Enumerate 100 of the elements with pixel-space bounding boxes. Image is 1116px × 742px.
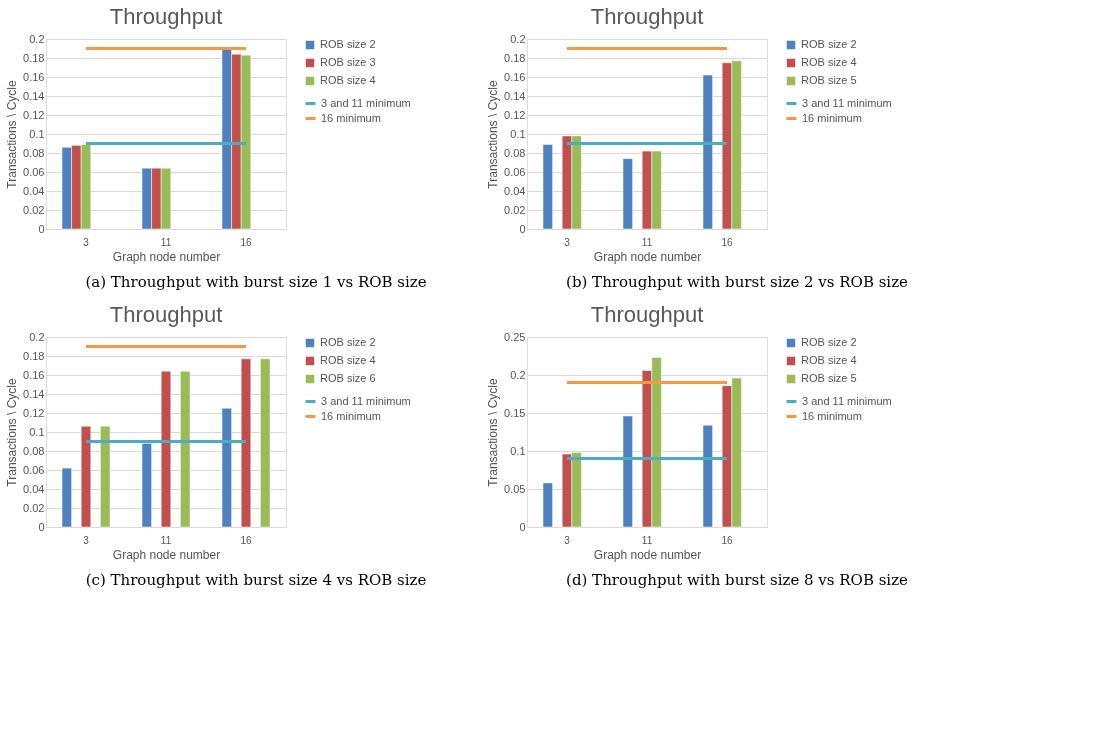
bar [702, 74, 713, 230]
legend-label: ROB size 2 [801, 38, 857, 50]
y-tick-label: 0.2 [29, 32, 45, 45]
y-tick-label: 0.04 [504, 184, 526, 197]
x-tick-label: 16 [721, 236, 733, 248]
x-axis-title: Graph node number [112, 249, 221, 264]
y-tick-label: 0.18 [23, 349, 45, 362]
y-tick-label: 0.14 [23, 387, 45, 400]
y-tick-label: 0.2 [510, 368, 526, 381]
y-tick-label: 0.16 [23, 368, 45, 381]
chart-title: Throughput [109, 4, 223, 29]
x-axis-title: Graph node number [112, 547, 221, 562]
y-tick-label: 0.14 [504, 89, 526, 102]
bar [100, 426, 111, 528]
y-tick-label: 0.02 [23, 203, 45, 216]
bar [542, 144, 553, 230]
chart-title: Throughput [590, 302, 704, 327]
y-tick-label: 0 [519, 222, 526, 235]
text: (c) Throughput with burst size 4 vs ROB size [85, 571, 427, 589]
bar [702, 424, 713, 528]
y-axis-title: Transactions \ Cycle [5, 378, 20, 487]
bar [622, 158, 633, 230]
y-tick-label: 0.25 [504, 330, 526, 343]
text: (d) Throughput with burst size 8 vs ROB size [566, 571, 909, 589]
bar [260, 358, 271, 528]
bar [61, 467, 72, 528]
x-axis-title: Graph node number [593, 547, 702, 562]
y-tick-label: 0.1 [510, 127, 526, 140]
legend-label: ROB size 6 [320, 372, 376, 384]
y-tick-label: 0.12 [504, 108, 526, 121]
legend-label: 16 minimum [321, 111, 381, 124]
legend-label: ROB size 3 [320, 56, 376, 68]
y-tick-label: 0.16 [504, 70, 526, 83]
x-tick-label: 11 [641, 236, 653, 248]
y-tick-label: 0.18 [23, 51, 45, 64]
y-tick-label: 0.14 [23, 89, 45, 102]
y-tick-label: 0.02 [23, 501, 45, 514]
y-tick-label: 0.1 [510, 444, 526, 457]
bar [180, 370, 191, 528]
x-tick-label: 3 [564, 236, 571, 248]
y-tick-label: 0 [38, 222, 45, 235]
legend-label: ROB size 2 [320, 38, 376, 50]
y-tick-label: 0.18 [504, 51, 526, 64]
y-tick-label: 0.2 [510, 32, 526, 45]
y-tick-label: 0.06 [504, 165, 526, 178]
chart-title: Throughput [109, 302, 223, 327]
y-tick-label: 0.04 [23, 482, 45, 495]
legend-label: ROB size 5 [801, 74, 857, 86]
y-axis-title: Transactions \ Cycle [486, 80, 501, 189]
y-tick-label: 0.04 [23, 184, 45, 197]
x-tick-label: 16 [240, 236, 252, 248]
legend-label: ROB size 2 [801, 336, 857, 348]
y-tick-label: 0.05 [504, 482, 526, 495]
legend-label: 3 and 11 minimum [802, 96, 892, 109]
x-tick-label: 11 [641, 534, 653, 546]
x-axis-title: Graph node number [593, 249, 702, 264]
bar [141, 443, 152, 528]
bar [542, 482, 553, 528]
y-tick-label: 0.1 [29, 425, 45, 438]
x-tick-label: 3 [83, 534, 90, 546]
y-tick-label: 0.08 [504, 146, 526, 159]
text: (a) Throughput with burst size 1 vs ROB size [85, 273, 427, 291]
legend-label: 3 and 11 minimum [321, 96, 411, 109]
y-axis-title: Transactions \ Cycle [486, 378, 501, 487]
y-tick-label: 0.16 [23, 70, 45, 83]
x-tick-label: 16 [721, 534, 733, 546]
legend-label: ROB size 4 [320, 74, 376, 86]
y-tick-label: 0.08 [23, 146, 45, 159]
bar [622, 415, 633, 528]
y-tick-label: 0 [38, 520, 45, 533]
y-tick-label: 0.06 [23, 463, 45, 476]
x-tick-label: 11 [160, 534, 172, 546]
chart-title: Throughput [590, 4, 704, 29]
y-tick-label: 0.08 [23, 444, 45, 457]
legend-label: ROB size 4 [801, 354, 857, 366]
x-tick-label: 11 [160, 236, 172, 248]
y-tick-label: 0 [519, 520, 526, 533]
x-tick-label: 16 [240, 534, 252, 546]
text: (b) Throughput with burst size 2 vs ROB size [566, 273, 909, 291]
legend-label: ROB size 5 [801, 372, 857, 384]
legend-label: ROB size 4 [320, 354, 376, 366]
legend-label: ROB size 2 [320, 336, 376, 348]
x-tick-label: 3 [83, 236, 90, 248]
y-tick-label: 0.02 [504, 203, 526, 216]
bar [221, 408, 232, 528]
legend-label: 16 minimum [802, 111, 862, 124]
legend-label: 3 and 11 minimum [321, 394, 411, 407]
legend-label: 3 and 11 minimum [802, 394, 892, 407]
y-axis-title: Transactions \ Cycle [5, 80, 20, 189]
bar [160, 370, 172, 528]
legend-label: ROB size 4 [801, 56, 857, 68]
y-tick-label: 0.06 [23, 165, 45, 178]
y-tick-label: 0.2 [29, 330, 45, 343]
legend-label: 16 minimum [802, 409, 862, 422]
bar [80, 426, 92, 528]
y-tick-label: 0.1 [29, 127, 45, 140]
legend-label: 16 minimum [321, 409, 381, 422]
bar [240, 358, 252, 528]
y-tick-label: 0.12 [23, 406, 45, 419]
x-tick-label: 3 [564, 534, 571, 546]
